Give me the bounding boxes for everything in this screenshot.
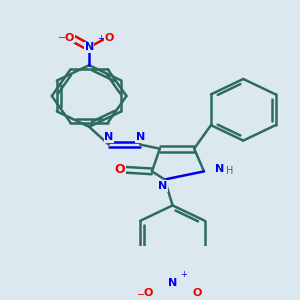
Text: N: N (158, 181, 167, 191)
Text: O: O (65, 33, 74, 43)
Text: −: − (137, 290, 146, 300)
Text: N: N (104, 132, 113, 142)
Text: N: N (215, 164, 224, 174)
Text: −: − (58, 33, 66, 43)
Text: N: N (136, 132, 145, 142)
Text: O: O (143, 288, 153, 298)
Text: H: H (226, 166, 233, 176)
Text: N: N (168, 278, 177, 288)
Text: +: + (180, 270, 187, 279)
Text: O: O (192, 288, 202, 298)
Text: N: N (85, 42, 94, 52)
Text: O: O (114, 163, 125, 176)
Text: +: + (97, 34, 104, 43)
Text: O: O (104, 33, 113, 43)
